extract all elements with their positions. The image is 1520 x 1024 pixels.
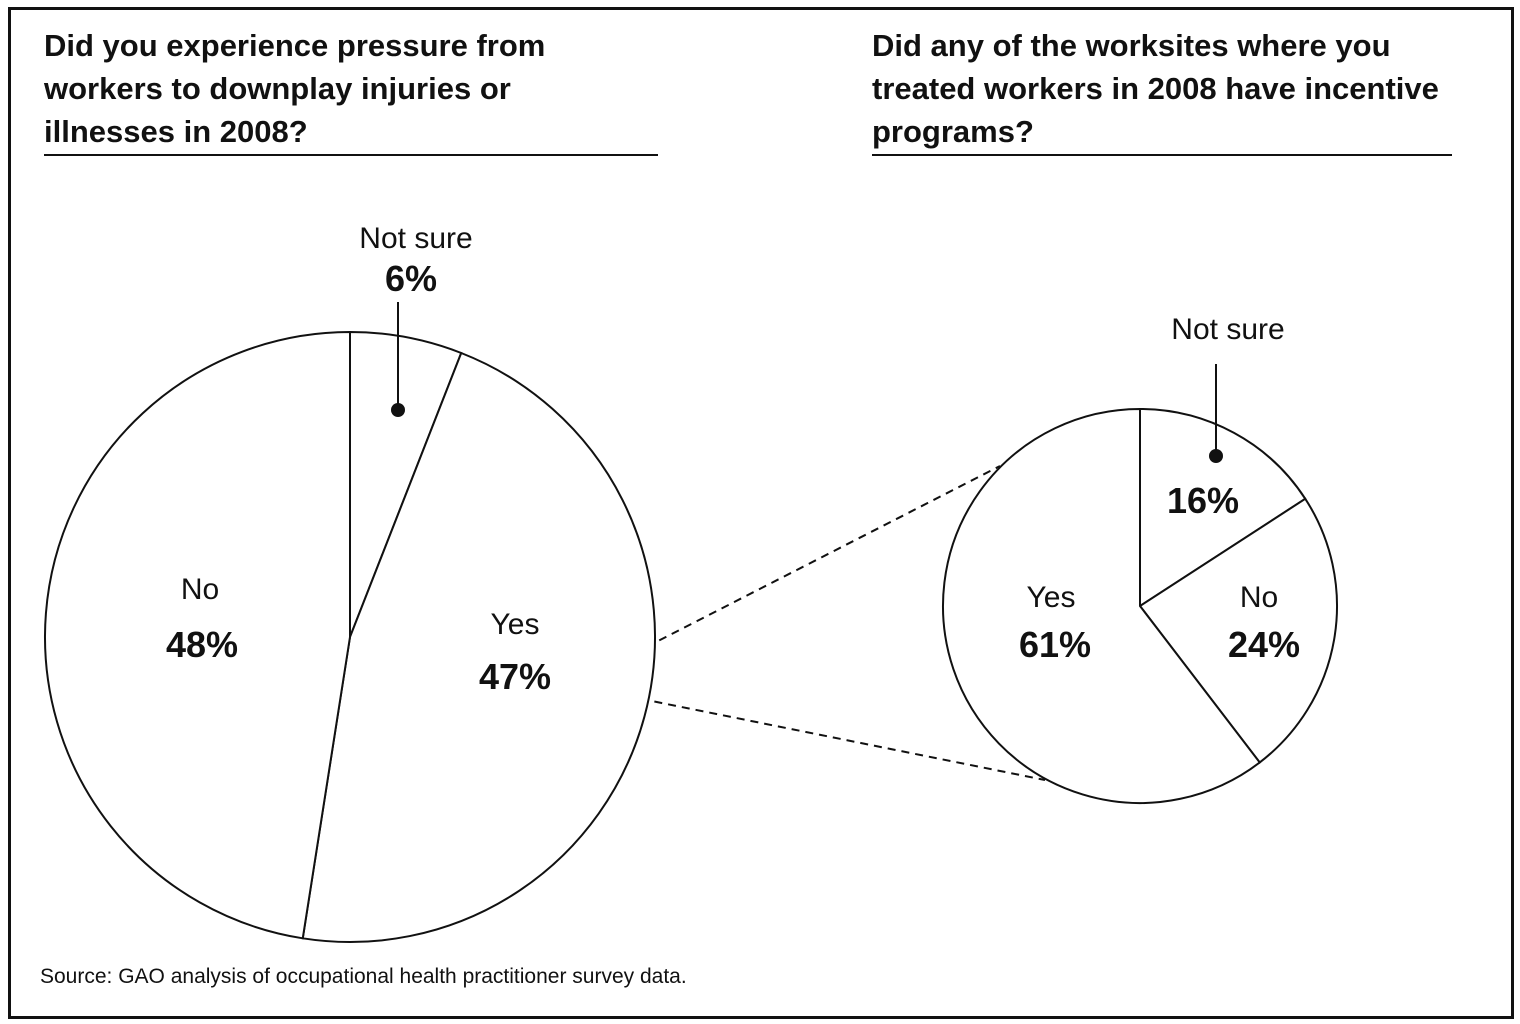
right-not-sure-leader-dot xyxy=(1209,449,1223,463)
left-pie-slice-yes xyxy=(301,351,656,943)
source-note: Source: GAO analysis of occupational hea… xyxy=(40,965,687,988)
right-pie-slice-yes xyxy=(942,407,1262,804)
left-pct-no: 48% xyxy=(165,624,239,665)
right-pie-slice-no xyxy=(1138,497,1338,764)
left-pie-slice-no xyxy=(44,330,351,940)
left-pct-not-sure: 6% xyxy=(384,258,438,299)
right-label-not-sure: Not sure xyxy=(1171,313,1285,346)
right-pct-no: 24% xyxy=(1227,624,1301,665)
left-label-not-sure: Not sure xyxy=(359,222,473,255)
connector-line-bottom xyxy=(571,684,1046,781)
right-label-yes: Yes xyxy=(1026,581,1076,614)
left-chart-title: Did you experience pressure from workers… xyxy=(44,28,546,149)
right-label-no: No xyxy=(1239,581,1279,614)
right-pct-not-sure: 16% xyxy=(1166,480,1240,521)
chart-frame xyxy=(8,7,1514,1019)
right-pct-yes: 61% xyxy=(1018,624,1092,665)
connector-line-top xyxy=(571,465,1001,686)
left-not-sure-leader-dot xyxy=(391,403,405,417)
right-chart-title: Did any of the worksites where you treat… xyxy=(872,28,1439,149)
left-label-no: No xyxy=(180,573,220,606)
left-title-rule xyxy=(44,154,658,156)
right-title-rule xyxy=(872,154,1452,156)
left-label-yes: Yes xyxy=(490,608,540,641)
right-pie-slice-not-sure xyxy=(1139,407,1307,608)
left-pct-yes: 47% xyxy=(478,656,552,697)
